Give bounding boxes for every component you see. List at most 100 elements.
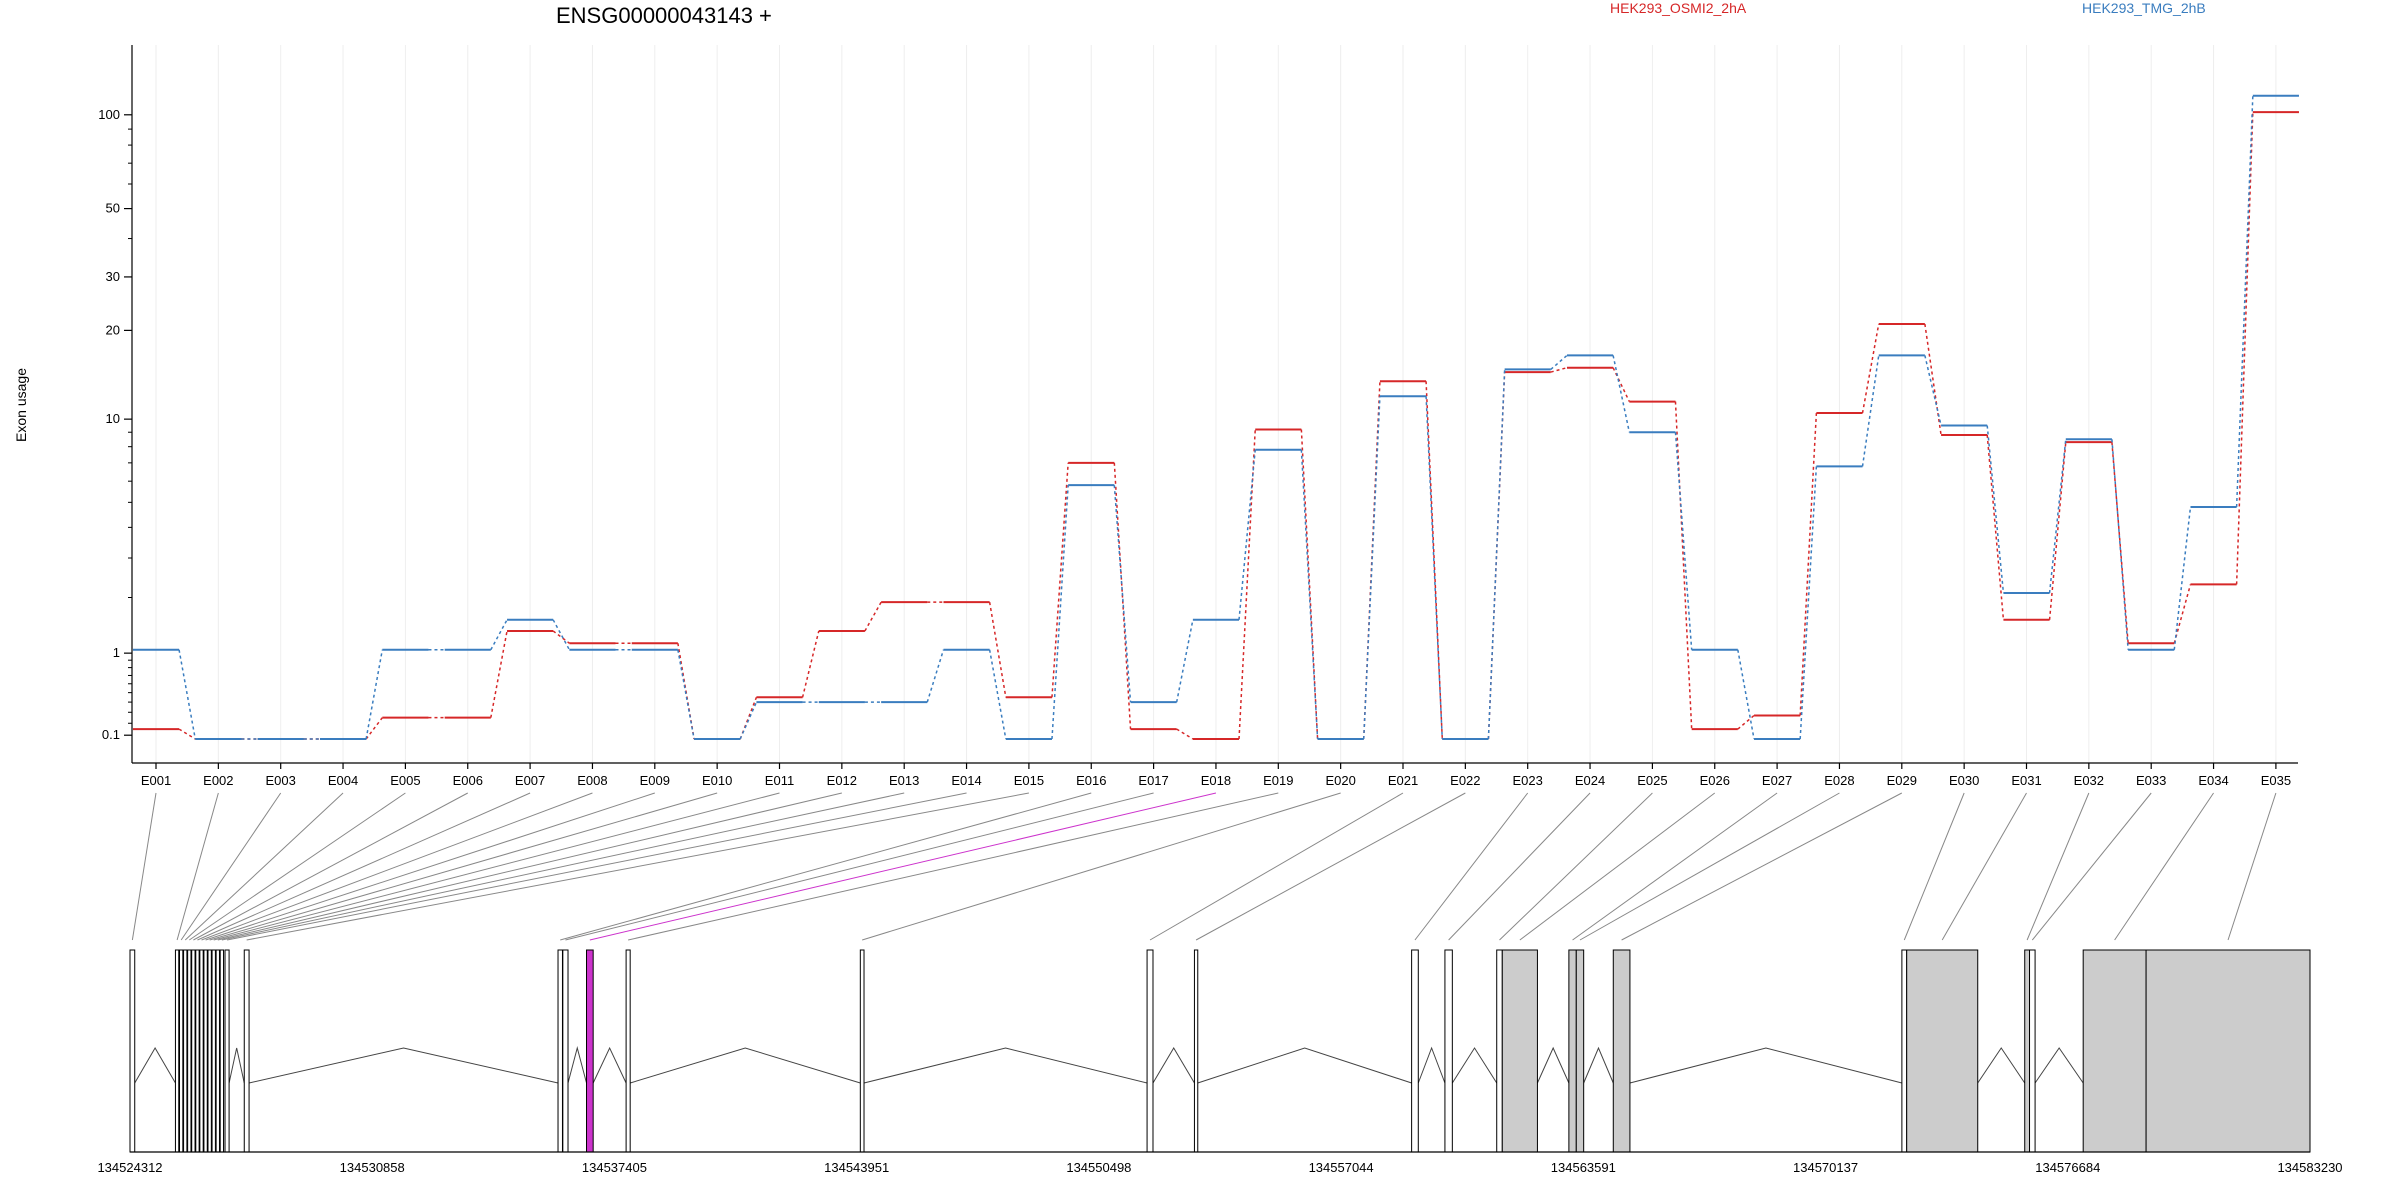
exon-connector-E035 — [2227, 792, 2277, 941]
intron-line — [592, 1046, 627, 1084]
exon-connector-E034 — [2114, 792, 2214, 941]
x-tick-label: E028 — [1824, 773, 1854, 788]
x-tick-label: E003 — [266, 773, 296, 788]
intron-line — [134, 1047, 176, 1084]
exon-connector-E007 — [197, 792, 531, 941]
x-tick-label: E009 — [640, 773, 670, 788]
series-2-connector — [2173, 506, 2192, 650]
exon-box-E014 — [224, 949, 230, 1153]
series-1-connector — [490, 630, 508, 718]
x-tick-label: E033 — [2136, 773, 2166, 788]
genome-coordinate-label: 134537405 — [582, 1160, 647, 1175]
intron-line — [567, 1046, 587, 1084]
intron-line — [1197, 1047, 1412, 1084]
exon-box-E008 — [199, 949, 204, 1153]
series-1-connector — [178, 728, 196, 740]
exon-box-E031 — [1906, 949, 1979, 1153]
x-tick-label: E014 — [951, 773, 981, 788]
exon-connector-E011 — [213, 792, 780, 941]
series-1-connector — [864, 601, 882, 632]
x-tick-label: E017 — [1138, 773, 1168, 788]
series-2-connector — [2111, 439, 2129, 650]
series-1-connector — [1612, 367, 1631, 402]
exon-box-E004 — [183, 949, 188, 1153]
series-2-connector — [552, 619, 571, 651]
series-1-connector — [552, 630, 570, 644]
x-tick-label: E031 — [2011, 773, 2041, 788]
x-tick-label: E023 — [1513, 773, 1543, 788]
x-tick-label: E030 — [1949, 773, 1979, 788]
x-tick-label: E027 — [1762, 773, 1792, 788]
intron-line — [1977, 1047, 2026, 1084]
exon-connector-E012 — [217, 792, 842, 941]
exon-box-E015 — [243, 949, 250, 1153]
series-2-connector — [988, 649, 1007, 740]
exon-box-E003 — [179, 949, 184, 1153]
genome-coordinate-label: 134570137 — [1793, 1160, 1858, 1175]
series-1-connector — [2173, 584, 2192, 644]
y-tick-label: 100 — [98, 107, 120, 122]
series-2-connector — [1487, 369, 1506, 740]
genome-coordinate-label: 134576684 — [2035, 1160, 2100, 1175]
exon-connector-E025 — [1499, 792, 1653, 941]
exon-connector-E006 — [193, 792, 468, 941]
exon-connector-E004 — [184, 792, 344, 941]
exon-box-E033 — [2029, 949, 2036, 1153]
exon-connector-E010 — [209, 792, 718, 941]
series-2-connector — [1238, 449, 1256, 620]
series-2-connector — [926, 649, 945, 703]
exon-connector-E032 — [2026, 792, 2090, 941]
exon-box-E028 — [1575, 949, 1585, 1153]
intron-line — [1451, 1047, 1498, 1084]
data-series — [132, 94, 2299, 740]
series-1-connector — [801, 630, 820, 698]
exon-connector-E031 — [1941, 792, 2027, 941]
exon-connector-E008 — [201, 792, 593, 941]
x-tick-label: E004 — [328, 773, 358, 788]
exon-box-E027 — [1568, 949, 1577, 1153]
exon-connector-E019 — [628, 792, 1279, 941]
x-tick-label: E029 — [1887, 773, 1917, 788]
series-1-connector — [1362, 381, 1381, 740]
y-tick-label: 1 — [113, 645, 120, 660]
exon-connector-E033 — [2031, 792, 2152, 941]
y-tick-label: 50 — [106, 201, 120, 216]
exon-box-E001 — [129, 949, 136, 1153]
genome-coordinate-label: 134557044 — [1309, 1160, 1374, 1175]
x-tick-label: E012 — [827, 773, 857, 788]
exon-connector-E026 — [1519, 792, 1716, 941]
genome-coordinate-label: 134543951 — [824, 1160, 889, 1175]
series-2-connector — [1799, 466, 1818, 740]
genome-coordinate-label: 134530858 — [340, 1160, 405, 1175]
x-tick-label: E002 — [203, 773, 233, 788]
exon-connector-E016 — [560, 792, 1092, 941]
x-tick-label: E020 — [1325, 773, 1355, 788]
exon-connector-E015 — [246, 792, 1029, 941]
series-1-connector — [365, 717, 383, 740]
grid-lines — [155, 45, 2277, 763]
x-tick-label: E026 — [1700, 773, 1730, 788]
genome-coordinate-label: 134563591 — [1551, 1160, 1616, 1175]
exon-box-E022 — [1193, 949, 1199, 1153]
intron-line — [630, 1047, 861, 1084]
exon-connector-E029 — [1621, 792, 1903, 941]
series-1-connector — [1550, 366, 1568, 373]
intron-line — [863, 1047, 1148, 1084]
intron-line — [1629, 1047, 1903, 1084]
x-tick-label: E032 — [2074, 773, 2104, 788]
exon-box-E034 — [2082, 949, 2147, 1153]
exon-box-E021 — [1146, 949, 1154, 1153]
series-2-connector — [2235, 95, 2254, 508]
series-1-connector — [1300, 429, 1319, 740]
x-tick-label: E035 — [2261, 773, 2291, 788]
exon-connector-E020 — [862, 792, 1341, 941]
intron-line — [228, 1047, 245, 1084]
exon-box-E016 — [557, 949, 563, 1153]
legend-series-1: HEK293_OSMI2_2hA — [1610, 0, 1747, 16]
series-1-connector — [1799, 413, 1818, 716]
intron-line — [2034, 1047, 2084, 1084]
exon-connector-E028 — [1579, 792, 1840, 941]
intron-line — [1152, 1047, 1195, 1084]
series-2-connector — [677, 649, 695, 740]
exon-box-E013 — [219, 949, 225, 1153]
